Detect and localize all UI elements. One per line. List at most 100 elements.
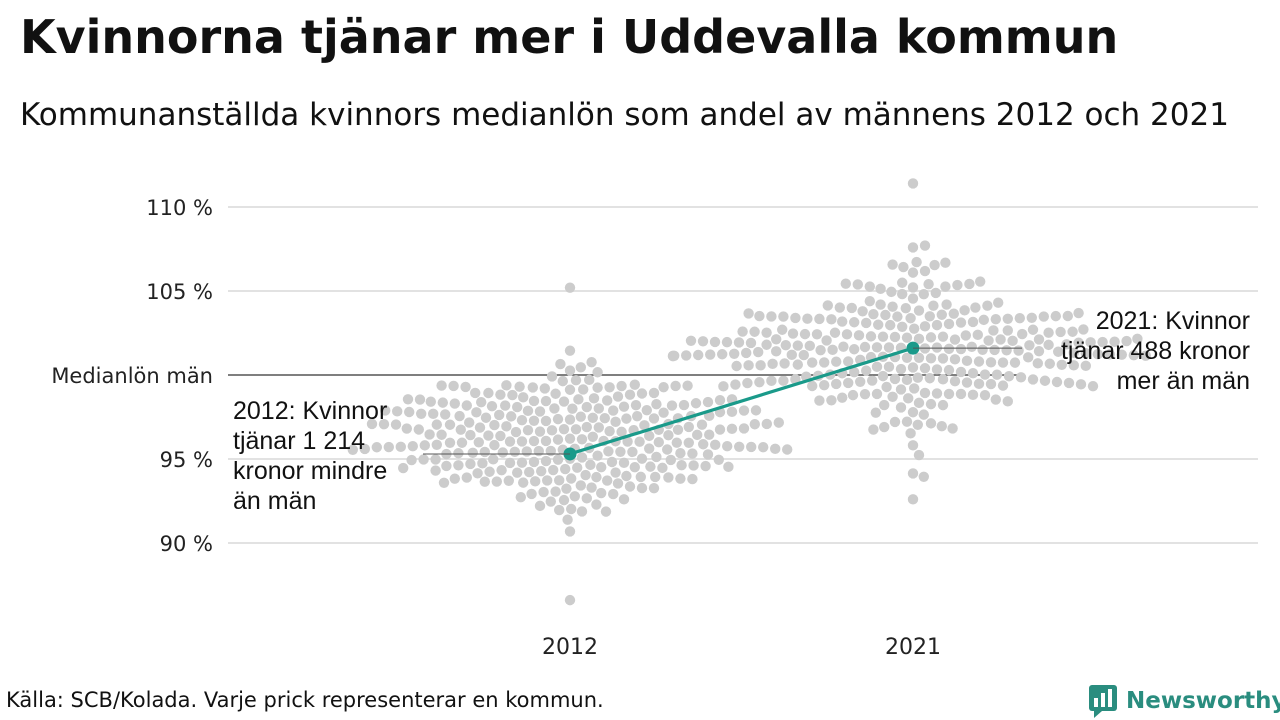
- municipality-dot: [702, 449, 714, 460]
- municipality-dot: [731, 360, 742, 372]
- municipality-dot: [937, 353, 949, 364]
- annotation-line: kronor mindre: [233, 457, 387, 485]
- municipality-dot: [696, 419, 708, 430]
- municipality-dot: [474, 422, 486, 433]
- municipality-dot: [901, 352, 913, 363]
- municipality-dot: [979, 369, 991, 380]
- newsworthy-chart-icon: [1089, 685, 1117, 718]
- municipality-dot: [596, 487, 607, 499]
- municipality-dot: [599, 412, 610, 424]
- municipality-dot: [1078, 324, 1089, 335]
- municipality-dot: [895, 384, 907, 395]
- municipality-dot: [575, 411, 586, 422]
- municipality-dot: [1002, 396, 1013, 407]
- municipality-dot: [483, 430, 494, 441]
- municipality-dot: [750, 405, 762, 416]
- municipality-dot: [1068, 347, 1080, 359]
- municipality-dot: [675, 447, 686, 459]
- municipality-dot: [1001, 345, 1012, 356]
- municipality-dot: [990, 314, 1001, 325]
- municipality-dot: [940, 281, 951, 292]
- municipality-dot: [576, 452, 588, 463]
- municipality-dot: [581, 493, 592, 504]
- municipality-dot: [465, 458, 476, 470]
- municipality-dot: [1009, 357, 1021, 368]
- municipality-dot: [570, 424, 582, 435]
- municipality-dot: [1055, 326, 1066, 338]
- municipality-dot: [567, 403, 578, 414]
- municipality-dot: [907, 267, 919, 278]
- municipality-dot: [1024, 340, 1035, 351]
- municipality-dot: [636, 453, 648, 464]
- municipality-dot: [988, 325, 999, 336]
- municipality-dot: [913, 449, 925, 461]
- municipality-dot: [436, 380, 447, 391]
- municipality-dot: [516, 457, 528, 468]
- municipality-dot: [593, 403, 604, 414]
- municipality-dot: [606, 456, 618, 468]
- municipality-dot: [552, 434, 564, 445]
- municipality-dot: [877, 370, 889, 382]
- municipality-dot: [514, 381, 525, 392]
- municipality-dot: [538, 486, 549, 498]
- municipality-dot: [591, 499, 602, 510]
- municipality-dot: [929, 259, 940, 271]
- municipality-dot: [754, 310, 765, 322]
- municipality-dot: [949, 376, 961, 387]
- municipality-dot: [509, 446, 520, 457]
- municipality-dot: [761, 339, 772, 350]
- municipality-dot: [546, 371, 558, 382]
- municipality-dot: [928, 300, 939, 311]
- municipality-dot: [990, 394, 1001, 405]
- municipality-dot: [603, 446, 614, 457]
- municipality-dot: [453, 460, 464, 471]
- municipality-dot: [685, 335, 697, 346]
- municipality-dot: [912, 419, 923, 430]
- municipality-dot: [919, 265, 931, 277]
- municipality-dot: [822, 300, 833, 311]
- municipality-dot: [449, 473, 460, 484]
- municipality-dot: [814, 313, 825, 325]
- municipality-dot: [663, 472, 674, 483]
- municipality-dot: [687, 448, 698, 459]
- municipality-dot: [907, 293, 919, 304]
- municipality-dot: [773, 417, 784, 428]
- municipality-dot: [1104, 349, 1116, 360]
- municipality-dot: [767, 358, 778, 370]
- municipality-dot: [887, 301, 898, 312]
- municipality-dot: [798, 349, 809, 361]
- municipality-dot: [588, 393, 600, 404]
- annotation-2021: 2021: Kvinnor tjänar 488 kronor mer än män: [1061, 307, 1250, 395]
- municipality-dot: [608, 488, 619, 500]
- municipality-dot: [456, 437, 468, 448]
- x-tick-label: 2012: [542, 635, 598, 660]
- municipality-dot: [718, 381, 729, 392]
- annotation-line: tjänar 488 kronor: [1061, 337, 1250, 365]
- municipality-dot: [670, 380, 681, 392]
- municipality-dot: [612, 391, 624, 402]
- municipality-dot: [645, 461, 656, 472]
- municipality-dot: [1067, 326, 1078, 337]
- municipality-dot: [1013, 345, 1024, 356]
- municipality-dot: [648, 482, 660, 494]
- municipality-dot: [877, 331, 889, 342]
- municipality-dot: [392, 406, 403, 417]
- municipality-dot: [852, 279, 863, 290]
- municipality-dot: [554, 475, 565, 486]
- municipality-dot: [484, 466, 495, 477]
- municipality-dot: [512, 467, 523, 478]
- municipality-dot: [897, 288, 908, 300]
- municipality-dot: [831, 378, 842, 390]
- municipality-dot: [730, 379, 741, 390]
- municipality-dot: [975, 276, 986, 287]
- municipality-dot: [430, 465, 441, 476]
- municipality-dot: [592, 450, 603, 461]
- municipality-dot: [1092, 348, 1104, 360]
- municipality-dot: [528, 415, 540, 426]
- axes: 90 % 95 % Medianlön män 105 % 110 % 2012 2021: [51, 196, 941, 660]
- municipality-dot: [524, 466, 535, 478]
- municipality-dot: [425, 396, 436, 407]
- municipality-dot: [918, 288, 929, 300]
- annotation-line: 2021: Kvinnor: [1096, 307, 1250, 335]
- municipality-dot: [518, 477, 529, 488]
